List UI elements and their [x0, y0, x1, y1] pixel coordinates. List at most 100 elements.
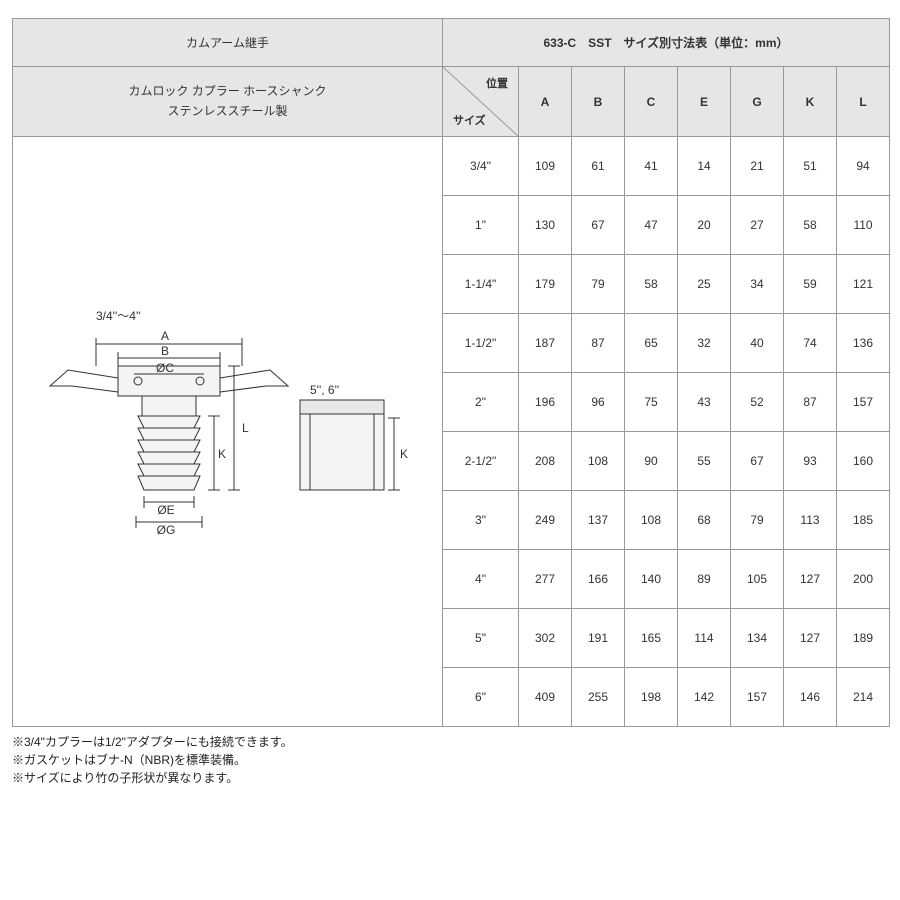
data-cell: 196	[519, 373, 572, 432]
data-cell: 179	[519, 255, 572, 314]
data-cell: 68	[678, 491, 731, 550]
svg-text:B: B	[160, 344, 168, 358]
data-cell: 89	[678, 550, 731, 609]
data-cell: 41	[625, 137, 678, 196]
data-cell: 79	[731, 491, 784, 550]
col-B: B	[572, 67, 625, 137]
col-E: E	[678, 67, 731, 137]
table-body: 3/4''～4'' A B ØC	[13, 137, 890, 727]
notes: ※3/4"カプラーは1/2"アダプターにも接続できます。 ※ガスケットはブナ-N…	[12, 733, 888, 787]
col-A: A	[519, 67, 572, 137]
size-cell: 5"	[443, 609, 519, 668]
data-cell: 79	[572, 255, 625, 314]
data-cell: 51	[784, 137, 837, 196]
data-cell: 55	[678, 432, 731, 491]
data-cell: 59	[784, 255, 837, 314]
data-cell: 191	[572, 609, 625, 668]
data-cell: 67	[572, 196, 625, 255]
size-cell: 1"	[443, 196, 519, 255]
data-cell: 127	[784, 609, 837, 668]
data-cell: 108	[572, 432, 625, 491]
data-cell: 130	[519, 196, 572, 255]
data-cell: 127	[784, 550, 837, 609]
diagram-svg: 3/4''～4'' A B ØC	[38, 300, 418, 560]
col-L: L	[837, 67, 890, 137]
data-cell: 61	[572, 137, 625, 196]
subtitle-line2: ステンレススチール製	[167, 104, 287, 118]
data-cell: 52	[731, 373, 784, 432]
data-cell: 87	[572, 314, 625, 373]
col-C: C	[625, 67, 678, 137]
data-cell: 21	[731, 137, 784, 196]
data-cell: 96	[572, 373, 625, 432]
size-cell: 3"	[443, 491, 519, 550]
svg-text:ØE: ØE	[157, 503, 174, 517]
data-cell: 185	[837, 491, 890, 550]
data-cell: 43	[678, 373, 731, 432]
data-cell: 32	[678, 314, 731, 373]
col-K: K	[784, 67, 837, 137]
data-cell: 121	[837, 255, 890, 314]
corner-cell: 位置 サイズ	[443, 67, 519, 137]
spec-table: カムアーム継手 633-C SST サイズ別寸法表（単位：mm） カムロック カ…	[12, 18, 890, 727]
data-cell: 136	[837, 314, 890, 373]
data-cell: 137	[572, 491, 625, 550]
data-cell: 90	[625, 432, 678, 491]
data-cell: 109	[519, 137, 572, 196]
size-cell: 6"	[443, 668, 519, 727]
note-line: ※3/4"カプラーは1/2"アダプターにも接続できます。	[12, 733, 888, 751]
svg-text:5'', 6'': 5'', 6''	[310, 383, 339, 397]
data-cell: 20	[678, 196, 731, 255]
data-cell: 40	[731, 314, 784, 373]
data-cell: 113	[784, 491, 837, 550]
data-cell: 157	[731, 668, 784, 727]
table-row: 3/4''～4'' A B ØC	[13, 137, 890, 196]
data-cell: 255	[572, 668, 625, 727]
data-cell: 87	[784, 373, 837, 432]
diagram-cell: 3/4''～4'' A B ØC	[13, 137, 443, 727]
data-cell: 165	[625, 609, 678, 668]
note-line: ※サイズにより竹の子形状が異なります。	[12, 769, 888, 787]
data-cell: 108	[625, 491, 678, 550]
data-cell: 65	[625, 314, 678, 373]
svg-text:K: K	[400, 447, 408, 461]
data-cell: 157	[837, 373, 890, 432]
data-cell: 110	[837, 196, 890, 255]
corner-size-label: サイズ	[453, 112, 486, 128]
data-cell: 25	[678, 255, 731, 314]
data-cell: 67	[731, 432, 784, 491]
size-cell: 1-1/2"	[443, 314, 519, 373]
subtitle-left: カムロック カプラー ホースシャンク ステンレススチール製	[13, 67, 443, 137]
data-cell: 160	[837, 432, 890, 491]
data-cell: 75	[625, 373, 678, 432]
data-cell: 94	[837, 137, 890, 196]
data-cell: 114	[678, 609, 731, 668]
data-cell: 302	[519, 609, 572, 668]
data-cell: 134	[731, 609, 784, 668]
size-cell: 3/4"	[443, 137, 519, 196]
data-cell: 277	[519, 550, 572, 609]
data-cell: 58	[625, 255, 678, 314]
col-G: G	[731, 67, 784, 137]
size-cell: 4"	[443, 550, 519, 609]
title-left: カムアーム継手	[13, 19, 443, 67]
size-cell: 2"	[443, 373, 519, 432]
data-cell: 93	[784, 432, 837, 491]
subtitle-line1: カムロック カプラー ホースシャンク	[128, 84, 326, 98]
size-cell: 2-1/2"	[443, 432, 519, 491]
data-cell: 14	[678, 137, 731, 196]
svg-text:ØC: ØC	[156, 361, 174, 375]
data-cell: 249	[519, 491, 572, 550]
data-cell: 74	[784, 314, 837, 373]
svg-text:A: A	[160, 329, 168, 343]
svg-text:L: L	[242, 421, 249, 435]
data-cell: 146	[784, 668, 837, 727]
data-cell: 200	[837, 550, 890, 609]
data-cell: 47	[625, 196, 678, 255]
data-cell: 198	[625, 668, 678, 727]
data-cell: 34	[731, 255, 784, 314]
data-cell: 409	[519, 668, 572, 727]
data-cell: 166	[572, 550, 625, 609]
data-cell: 27	[731, 196, 784, 255]
svg-text:3/4''～4'': 3/4''～4''	[96, 309, 141, 323]
